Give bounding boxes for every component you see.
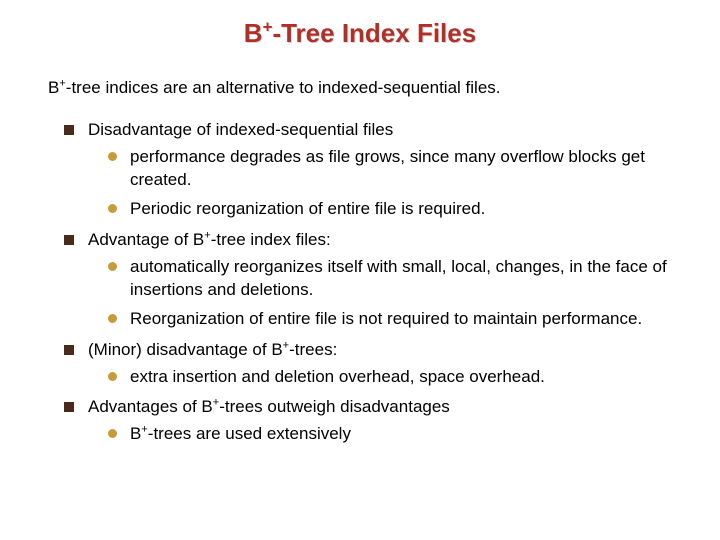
sub-bullet-text: Reorganization of entire file is not req… [130, 309, 642, 328]
sub-bullet-list: B+-trees are used extensively [108, 423, 680, 446]
sub-bullet-text: extra insertion and deletion overhead, s… [130, 367, 545, 386]
sub-bullet-item: extra insertion and deletion overhead, s… [108, 366, 680, 389]
bullet-list: Disadvantage of indexed-sequential files… [64, 119, 680, 446]
bullet-text: Disadvantage of indexed-sequential files [88, 120, 393, 139]
intro-text: B+-tree indices are an alternative to in… [48, 77, 680, 99]
sub-bullet-item: Reorganization of entire file is not req… [108, 308, 680, 331]
slide-title: B+-Tree Index Files [40, 18, 680, 49]
bullet-text: Advantages of B+-trees outweigh disadvan… [88, 397, 450, 416]
sub-bullet-text: B+-trees are used extensively [130, 424, 351, 443]
sub-bullet-list: performance degrades as file grows, sinc… [108, 146, 680, 221]
bullet-item: Advantage of B+-tree index files: automat… [64, 229, 680, 331]
slide: B+-Tree Index Files B+-tree indices are … [0, 0, 720, 540]
bullet-text: Advantage of B+-tree index files: [88, 230, 331, 249]
sub-bullet-text: automatically reorganizes itself with sm… [130, 257, 667, 299]
sub-bullet-item: performance degrades as file grows, sinc… [108, 146, 680, 192]
sub-bullet-item: Periodic reorganization of entire file i… [108, 198, 680, 221]
bullet-text: (Minor) disadvantage of B+-trees: [88, 340, 337, 359]
sub-bullet-item: automatically reorganizes itself with sm… [108, 256, 680, 302]
sub-bullet-text: performance degrades as file grows, sinc… [130, 147, 645, 189]
sub-bullet-list: extra insertion and deletion overhead, s… [108, 366, 680, 389]
sub-bullet-list: automatically reorganizes itself with sm… [108, 256, 680, 331]
sub-bullet-item: B+-trees are used extensively [108, 423, 680, 446]
bullet-item: Disadvantage of indexed-sequential files… [64, 119, 680, 221]
sub-bullet-text: Periodic reorganization of entire file i… [130, 199, 485, 218]
bullet-item: (Minor) disadvantage of B+-trees: extra i… [64, 339, 680, 389]
bullet-item: Advantages of B+-trees outweigh disadvan… [64, 396, 680, 446]
